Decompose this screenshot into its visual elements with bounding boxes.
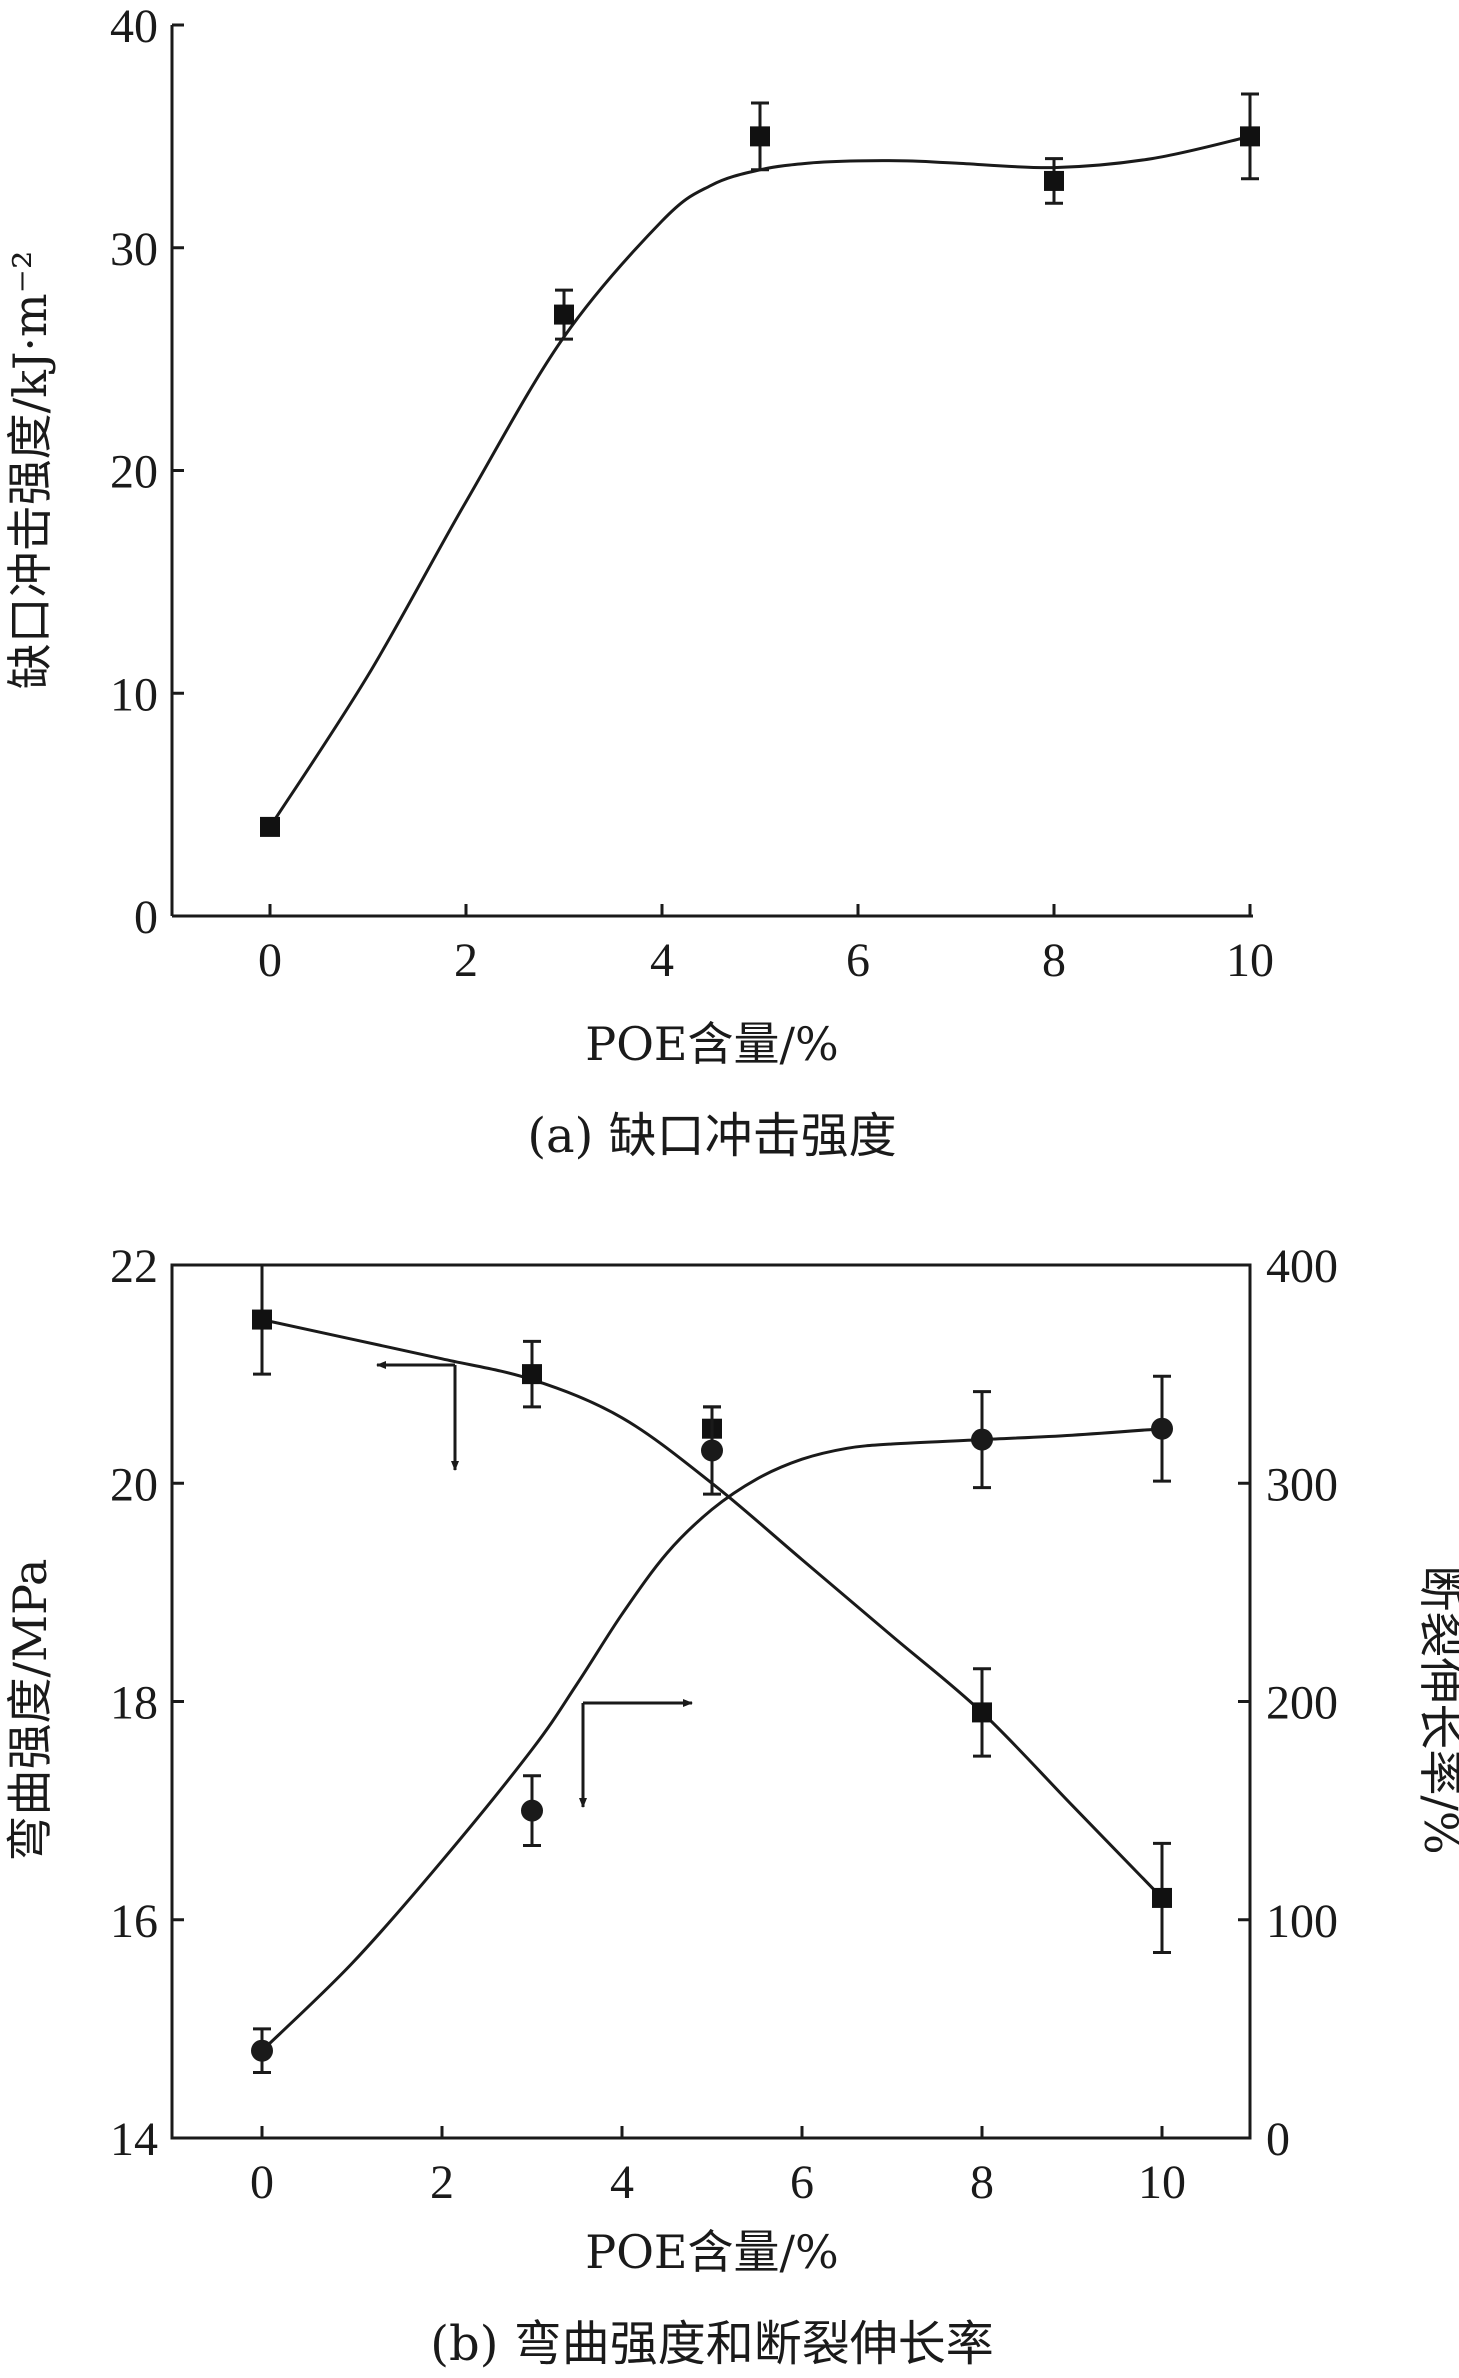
chart-a-tick-labels: 0 2 4 6 8 10 0 10 20 30 40 [110,0,1274,987]
data-marker [1152,1887,1172,1908]
chart-a-caption: (a) 缺口冲击强度 [527,1108,896,1164]
x-tick-label: 6 [846,934,870,987]
data-point [260,816,280,837]
chart-b-flexural-points [252,1263,1172,1954]
y-tick-label: 0 [134,891,158,944]
data-marker [1240,126,1260,147]
flexural-data-point [1152,1841,1172,1954]
right-y-tick-label: 0 [1266,2113,1290,2166]
data-marker [972,1702,992,1723]
x-tick-label: 4 [650,934,674,987]
data-marker [554,304,574,325]
chart-a-points [260,92,1260,837]
left-y-tick-label: 14 [110,2113,158,2166]
chart-b-elongation-fit-curve [260,1427,1163,2052]
left-y-tick-label: 20 [110,1458,158,1511]
x-tick-label: 4 [610,2156,634,2209]
data-marker [750,126,770,147]
chart-b-frame [170,1263,1252,2140]
elongation-data-point [1151,1374,1173,1483]
chart-a-axes [170,25,1253,918]
x-tick-label: 2 [454,934,478,987]
x-tick-label: 8 [1042,934,1066,987]
data-marker [251,2039,273,2062]
chart-b-right-y-label: 断裂伸长率/% [1414,1565,1459,1854]
left-y-tick-label: 22 [110,1240,158,1293]
data-marker [701,1439,723,1462]
data-point [1044,157,1064,205]
left-y-tick-label: 16 [110,1895,158,1948]
y-tick-label: 20 [110,446,158,499]
y-tick-label: 30 [110,223,158,276]
chart-b-tick-labels: 0 2 4 6 8 10 14 16 18 20 22 0 100 200 300 400 [110,1240,1338,2209]
chart-b-x-label: POE含量/% [585,2225,838,2279]
right-y-tick-label: 200 [1266,1677,1338,1730]
x-tick-label: 0 [258,934,282,987]
elongation-data-point [521,1774,543,1848]
x-tick-label: 6 [790,2156,814,2209]
x-tick-label: 8 [970,2156,994,2209]
y-tick-label: 40 [110,0,158,53]
chart-b-ticks [172,1263,1250,2140]
data-marker [971,1428,993,1451]
right-y-tick-label: 300 [1266,1458,1338,1511]
elongation-data-point [251,2027,273,2075]
chart-a: 0 2 4 6 8 10 0 10 20 30 40 POE含量/% 缺口冲击强度/kJ·m⁻² (… [3,0,1274,1164]
data-point [1240,92,1260,181]
right-y-tick-label: 400 [1266,1240,1338,1293]
data-point [750,101,770,172]
chart-b: 0 2 4 6 8 10 14 16 18 20 22 0 100 200 300 400 POE含量/% 弯… [3,1240,1459,2372]
data-marker [260,816,280,837]
left-y-tick-label: 18 [110,1677,158,1730]
chart-a-y-label: 缺口冲击强度/kJ·m⁻² [3,251,57,690]
data-marker [521,1799,543,1822]
x-tick-label: 10 [1138,2156,1186,2209]
flexural-data-point [522,1339,542,1409]
elongation-data-point [701,1405,723,1496]
x-tick-label: 0 [250,2156,274,2209]
right-axis-indicator-arrow [579,1699,693,1808]
flexural-data-point [972,1667,992,1758]
chart-a-fit-curve [268,134,1251,828]
x-tick-label: 10 [1226,934,1274,987]
chart-b-left-y-label: 弯曲强度/MPa [3,1559,57,1862]
chart-b-caption: (b) 弯曲强度和断裂伸长率 [430,2316,993,2372]
right-y-tick-label: 100 [1266,1895,1338,1948]
data-marker [1044,170,1064,191]
elongation-data-point [971,1390,993,1490]
y-tick-label: 10 [110,668,158,721]
flexural-data-point [252,1263,272,1376]
data-marker [522,1364,542,1385]
left-axis-indicator-arrow [376,1361,459,1471]
x-tick-label: 2 [430,2156,454,2209]
data-marker [1151,1417,1173,1440]
chart-b-elongation-points [251,1374,1173,2075]
data-marker [252,1309,272,1330]
chart-a-ticks [172,23,1252,918]
data-point [554,288,574,341]
chart-a-x-label: POE含量/% [585,1017,838,1071]
